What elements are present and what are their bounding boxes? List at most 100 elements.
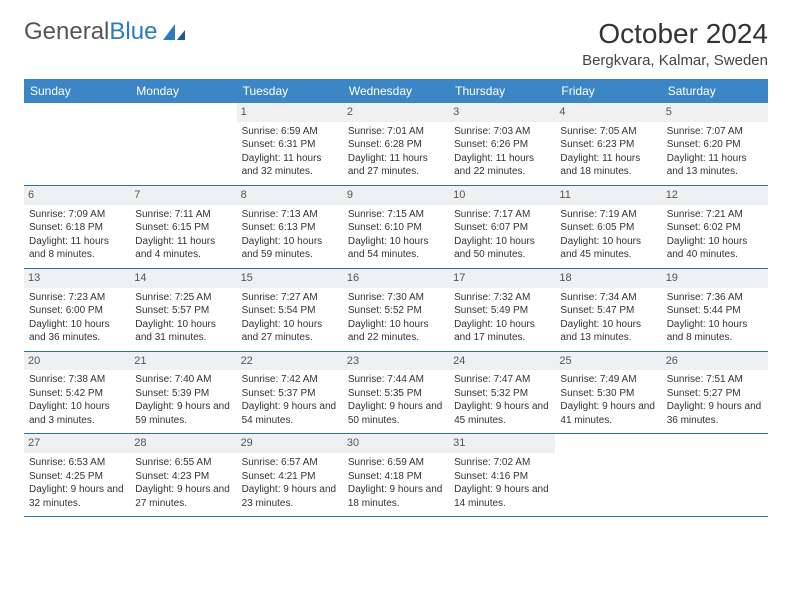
day-number: 14 — [130, 269, 236, 288]
sunset-text: Sunset: 5:35 PM — [348, 387, 444, 401]
sunrise-text: Sunrise: 7:42 AM — [242, 373, 338, 387]
day-header: Wednesday — [343, 79, 449, 103]
month-title: October 2024 — [582, 18, 768, 50]
daylight-text: Daylight: 9 hours and 36 minutes. — [667, 400, 763, 427]
day-header: Saturday — [662, 79, 768, 103]
sunset-text: Sunset: 5:57 PM — [135, 304, 231, 318]
daylight-text: Daylight: 10 hours and 50 minutes. — [454, 235, 550, 262]
sunrise-text: Sunrise: 7:38 AM — [29, 373, 125, 387]
calendar-cell: 21Sunrise: 7:40 AMSunset: 5:39 PMDayligh… — [130, 351, 236, 434]
day-number: 24 — [449, 352, 555, 371]
sunset-text: Sunset: 5:49 PM — [454, 304, 550, 318]
sunset-text: Sunset: 5:47 PM — [560, 304, 656, 318]
calendar-cell: 18Sunrise: 7:34 AMSunset: 5:47 PMDayligh… — [555, 268, 661, 351]
daylight-text: Daylight: 10 hours and 40 minutes. — [667, 235, 763, 262]
sunset-text: Sunset: 4:16 PM — [454, 470, 550, 484]
calendar-cell: 19Sunrise: 7:36 AMSunset: 5:44 PMDayligh… — [662, 268, 768, 351]
logo-part2: Blue — [109, 18, 157, 45]
calendar-cell: 9Sunrise: 7:15 AMSunset: 6:10 PMDaylight… — [343, 185, 449, 268]
calendar-head: SundayMondayTuesdayWednesdayThursdayFrid… — [24, 79, 768, 103]
logo: GeneralBlue — [24, 18, 187, 46]
logo-text: GeneralBlue — [24, 18, 157, 46]
sunrise-text: Sunrise: 7:51 AM — [667, 373, 763, 387]
sunset-text: Sunset: 6:28 PM — [348, 138, 444, 152]
daylight-text: Daylight: 9 hours and 14 minutes. — [454, 483, 550, 510]
calendar-cell: 2Sunrise: 7:01 AMSunset: 6:28 PMDaylight… — [343, 103, 449, 185]
sunset-text: Sunset: 5:37 PM — [242, 387, 338, 401]
daylight-text: Daylight: 11 hours and 13 minutes. — [667, 152, 763, 179]
day-number: 31 — [449, 434, 555, 453]
calendar-row: 6Sunrise: 7:09 AMSunset: 6:18 PMDaylight… — [24, 185, 768, 268]
sunrise-text: Sunrise: 6:53 AM — [29, 456, 125, 470]
daylight-text: Daylight: 9 hours and 27 minutes. — [135, 483, 231, 510]
day-number: 21 — [130, 352, 236, 371]
sunset-text: Sunset: 6:05 PM — [560, 221, 656, 235]
day-number: 11 — [555, 186, 661, 205]
day-number: 10 — [449, 186, 555, 205]
calendar-cell: . — [130, 103, 236, 185]
calendar-cell: . — [662, 434, 768, 517]
sunset-text: Sunset: 4:23 PM — [135, 470, 231, 484]
sunset-text: Sunset: 5:30 PM — [560, 387, 656, 401]
day-number: 18 — [555, 269, 661, 288]
sunset-text: Sunset: 5:42 PM — [29, 387, 125, 401]
daylight-text: Daylight: 10 hours and 36 minutes. — [29, 318, 125, 345]
sunrise-text: Sunrise: 6:55 AM — [135, 456, 231, 470]
day-number: 9 — [343, 186, 449, 205]
calendar-cell: 13Sunrise: 7:23 AMSunset: 6:00 PMDayligh… — [24, 268, 130, 351]
day-number: 12 — [662, 186, 768, 205]
day-number: 8 — [237, 186, 343, 205]
day-number: 27 — [24, 434, 130, 453]
logo-part1: General — [24, 18, 109, 45]
sunset-text: Sunset: 5:44 PM — [667, 304, 763, 318]
daylight-text: Daylight: 9 hours and 45 minutes. — [454, 400, 550, 427]
title-block: October 2024 Bergkvara, Kalmar, Sweden — [582, 18, 768, 69]
sunset-text: Sunset: 6:23 PM — [560, 138, 656, 152]
day-number: 2 — [343, 103, 449, 122]
calendar-cell: 3Sunrise: 7:03 AMSunset: 6:26 PMDaylight… — [449, 103, 555, 185]
calendar-cell: . — [555, 434, 661, 517]
location-text: Bergkvara, Kalmar, Sweden — [582, 52, 768, 69]
sunrise-text: Sunrise: 7:34 AM — [560, 291, 656, 305]
daylight-text: Daylight: 11 hours and 4 minutes. — [135, 235, 231, 262]
sunset-text: Sunset: 4:25 PM — [29, 470, 125, 484]
day-header: Sunday — [24, 79, 130, 103]
calendar-row: ..1Sunrise: 6:59 AMSunset: 6:31 PMDaylig… — [24, 103, 768, 185]
day-number: 7 — [130, 186, 236, 205]
sunrise-text: Sunrise: 7:13 AM — [242, 208, 338, 222]
daylight-text: Daylight: 9 hours and 41 minutes. — [560, 400, 656, 427]
calendar-row: 20Sunrise: 7:38 AMSunset: 5:42 PMDayligh… — [24, 351, 768, 434]
sunrise-text: Sunrise: 6:59 AM — [242, 125, 338, 139]
daylight-text: Daylight: 10 hours and 59 minutes. — [242, 235, 338, 262]
sunset-text: Sunset: 5:52 PM — [348, 304, 444, 318]
sunrise-text: Sunrise: 7:17 AM — [454, 208, 550, 222]
sunrise-text: Sunrise: 7:23 AM — [29, 291, 125, 305]
sunset-text: Sunset: 6:18 PM — [29, 221, 125, 235]
sunset-text: Sunset: 5:27 PM — [667, 387, 763, 401]
day-number: 5 — [662, 103, 768, 122]
calendar-row: 27Sunrise: 6:53 AMSunset: 4:25 PMDayligh… — [24, 434, 768, 517]
day-number: 6 — [24, 186, 130, 205]
daylight-text: Daylight: 10 hours and 54 minutes. — [348, 235, 444, 262]
daylight-text: Daylight: 10 hours and 3 minutes. — [29, 400, 125, 427]
day-number: 26 — [662, 352, 768, 371]
sunrise-text: Sunrise: 7:36 AM — [667, 291, 763, 305]
daylight-text: Daylight: 10 hours and 17 minutes. — [454, 318, 550, 345]
sunrise-text: Sunrise: 7:27 AM — [242, 291, 338, 305]
daylight-text: Daylight: 11 hours and 8 minutes. — [29, 235, 125, 262]
calendar-cell: 1Sunrise: 6:59 AMSunset: 6:31 PMDaylight… — [237, 103, 343, 185]
calendar-cell: 15Sunrise: 7:27 AMSunset: 5:54 PMDayligh… — [237, 268, 343, 351]
sunset-text: Sunset: 6:00 PM — [29, 304, 125, 318]
calendar-cell: 28Sunrise: 6:55 AMSunset: 4:23 PMDayligh… — [130, 434, 236, 517]
daylight-text: Daylight: 9 hours and 50 minutes. — [348, 400, 444, 427]
calendar-cell: . — [24, 103, 130, 185]
calendar-cell: 24Sunrise: 7:47 AMSunset: 5:32 PMDayligh… — [449, 351, 555, 434]
day-number: 19 — [662, 269, 768, 288]
sunrise-text: Sunrise: 7:07 AM — [667, 125, 763, 139]
sunset-text: Sunset: 6:02 PM — [667, 221, 763, 235]
daylight-text: Daylight: 9 hours and 32 minutes. — [29, 483, 125, 510]
calendar-cell: 20Sunrise: 7:38 AMSunset: 5:42 PMDayligh… — [24, 351, 130, 434]
sunrise-text: Sunrise: 7:30 AM — [348, 291, 444, 305]
sunset-text: Sunset: 6:10 PM — [348, 221, 444, 235]
sunrise-text: Sunrise: 7:09 AM — [29, 208, 125, 222]
